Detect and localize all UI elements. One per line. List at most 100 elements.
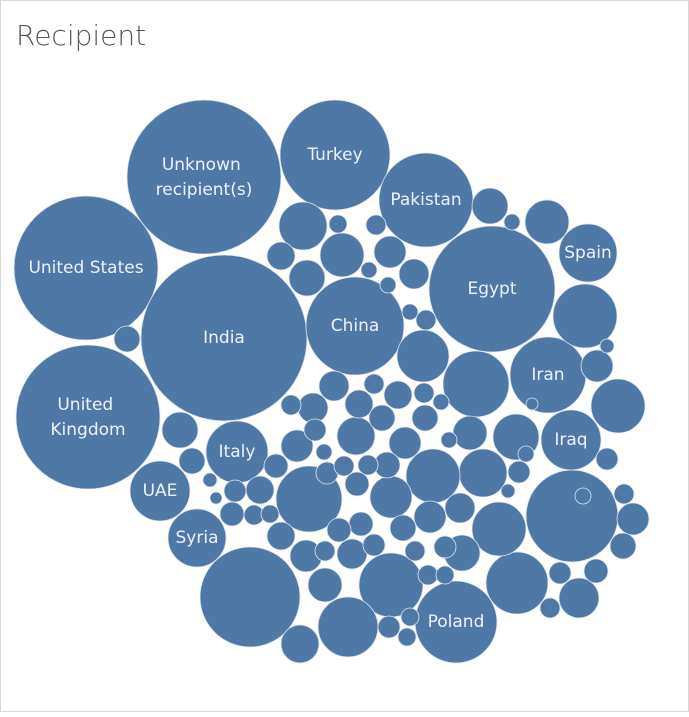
bubble [398, 258, 430, 290]
bubble-label: Italy [219, 442, 256, 462]
bubble [417, 564, 439, 586]
bubble [574, 487, 592, 505]
bubble [396, 329, 450, 383]
bubble [435, 565, 455, 585]
bubble [280, 624, 320, 664]
bubble [552, 283, 618, 349]
bubble [580, 349, 614, 383]
bubble-label: Syria [176, 528, 219, 548]
bubble [318, 370, 350, 402]
bubble [344, 389, 374, 419]
bubble [401, 303, 419, 321]
bubble [405, 448, 461, 504]
bubble [539, 597, 561, 619]
bubble [348, 511, 374, 537]
bubble [583, 558, 609, 584]
bubble [369, 475, 413, 519]
bubble [129, 460, 191, 522]
bubble [503, 213, 521, 231]
bubble [344, 471, 370, 497]
bubble [178, 447, 206, 475]
bubble [413, 382, 435, 404]
bubble [458, 448, 508, 498]
bubble [336, 416, 376, 456]
bubble [411, 404, 439, 432]
bubble [303, 418, 327, 442]
bubble [363, 373, 385, 395]
bubble [126, 99, 282, 255]
chart-title: Recipient [16, 19, 146, 52]
bubble [280, 429, 314, 463]
bubble [278, 201, 328, 251]
bubble [260, 504, 280, 524]
bubble-label: India [203, 328, 245, 348]
bubble [13, 195, 159, 341]
bubble [266, 241, 296, 271]
bubble-label-line: Unknown [162, 155, 246, 175]
bubble [507, 460, 531, 484]
bubble [209, 491, 223, 505]
bubble [319, 232, 365, 278]
bubble [314, 540, 336, 562]
bubble-label: United Kingdom [50, 395, 125, 440]
bubble-label: Iran [531, 365, 564, 385]
bubble [279, 99, 391, 211]
bubble [280, 394, 302, 416]
bubble [517, 445, 535, 463]
bubble [360, 261, 378, 279]
bubble [524, 199, 570, 245]
bubble [326, 517, 352, 543]
bubble [266, 521, 296, 551]
bubble [288, 259, 326, 297]
bubble-label-line: recipient(s) [156, 180, 253, 200]
bubble [199, 546, 301, 648]
bubble [400, 607, 420, 627]
bubble [373, 235, 407, 269]
bubble [317, 596, 379, 658]
bubble [440, 431, 458, 449]
bubble [357, 454, 379, 476]
bubble [595, 447, 619, 471]
bubble-label: Turkey [306, 145, 362, 165]
bubble [113, 325, 141, 353]
bubble-label: UAE [143, 481, 178, 501]
bubble [368, 404, 396, 432]
bubble [525, 469, 619, 563]
bubble [428, 225, 556, 353]
bubble [599, 338, 615, 354]
bubble [328, 214, 348, 234]
bubble-label: Spain [564, 243, 612, 263]
bubble [263, 453, 289, 479]
bubble [471, 187, 509, 225]
bubble [471, 501, 527, 557]
bubble [525, 397, 539, 411]
bubble [305, 276, 405, 376]
bubble [413, 500, 447, 534]
bubble-label: Poland [428, 612, 485, 632]
bubble [433, 535, 457, 559]
bubble [315, 443, 333, 461]
bubble [616, 502, 650, 536]
bubble [15, 344, 161, 490]
bubble [383, 380, 413, 410]
bubble-label: Iraq [554, 430, 587, 450]
bubble-label: United States [28, 258, 143, 278]
bubble-label: China [331, 316, 380, 336]
bubble [432, 393, 450, 411]
bubble [404, 540, 426, 562]
bubble [161, 411, 199, 449]
bubble [389, 514, 417, 542]
bubble-label-line: United [57, 395, 118, 415]
bubble [442, 350, 510, 418]
bubble [415, 309, 437, 331]
bubble [609, 532, 637, 560]
bubble-label-line: Kingdom [50, 420, 125, 440]
bubble-label: Pakistan [390, 190, 461, 210]
bubble [500, 483, 516, 499]
bubble [558, 223, 618, 283]
bubble [297, 392, 329, 424]
bubble [485, 551, 549, 615]
bubble [377, 615, 401, 639]
bubble [362, 533, 386, 557]
